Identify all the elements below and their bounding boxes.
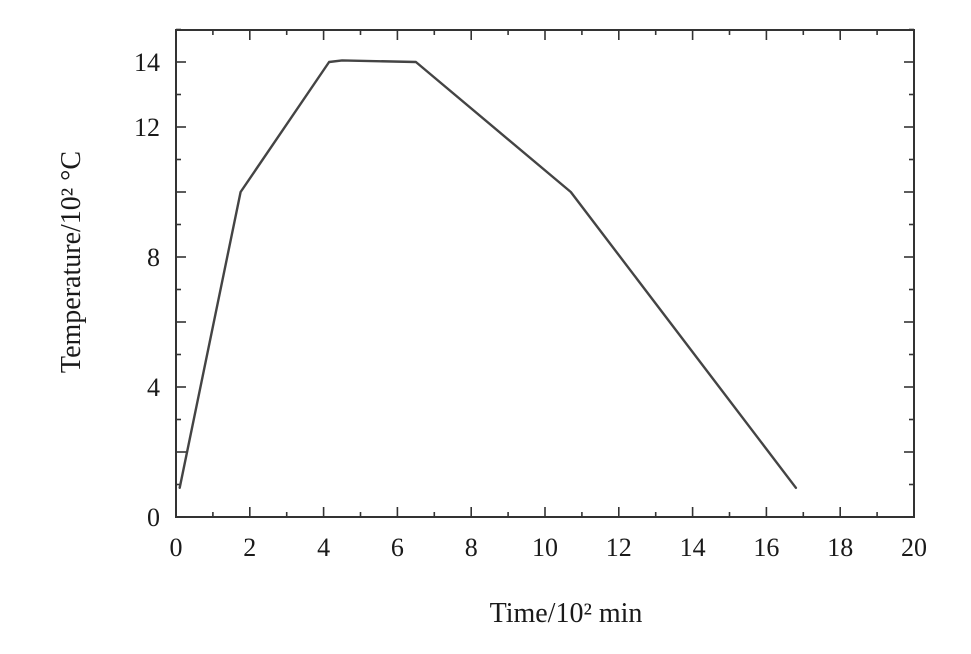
x-tick-label: 14 [680,533,706,562]
x-tick-label: 8 [465,533,478,562]
y-tick-label: 0 [147,503,160,532]
x-tick-label: 6 [391,533,404,562]
x-axis-tick-labels: 0 2 4 6 8 10 12 14 16 18 20 [170,533,928,562]
x-tick-label: 4 [317,533,330,562]
y-tick-label: 8 [147,243,160,272]
y-axis-title: Temperature/10² °C [56,151,87,373]
x-axis-ticks [175,30,915,517]
y-tick-label: 14 [134,48,160,77]
x-tick-label: 10 [532,533,558,562]
x-tick-label: 20 [901,533,927,562]
x-tick-label: 2 [243,533,256,562]
y-tick-label: 4 [147,373,160,402]
x-tick-label: 0 [170,533,183,562]
y-axis-tick-labels: 0 4 8 12 14 [134,48,160,532]
x-axis-title: Time/10² min [490,598,643,629]
plot-frame [175,29,915,518]
y-axis-ticks [176,28,914,518]
x-tick-label: 12 [606,533,632,562]
y-tick-label: 12 [134,113,160,142]
x-tick-label: 16 [753,533,779,562]
temperature-profile-line [178,59,798,489]
x-tick-label: 18 [827,533,853,562]
series-group [178,59,798,489]
